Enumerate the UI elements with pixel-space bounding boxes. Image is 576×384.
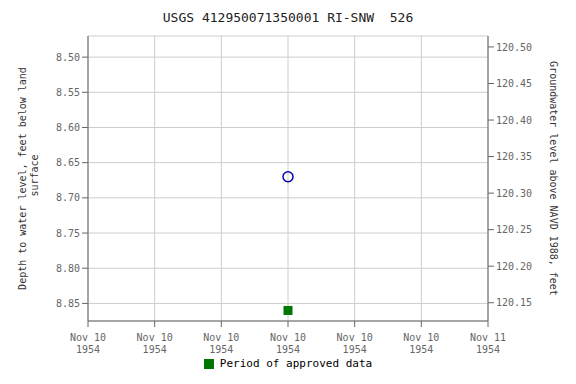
- svg-text:120.35: 120.35: [496, 151, 532, 162]
- svg-text:Groundwater level above NAVD 1: Groundwater level above NAVD 1988, feet: [548, 61, 559, 296]
- svg-text:8.60: 8.60: [56, 122, 80, 133]
- svg-text:Nov 101954: Nov 101954: [270, 332, 306, 355]
- svg-text:120.20: 120.20: [496, 261, 532, 272]
- svg-text:Depth to water level, feet bel: Depth to water level, feet below land su…: [17, 67, 40, 290]
- svg-text:120.45: 120.45: [496, 78, 532, 89]
- svg-text:8.75: 8.75: [56, 228, 80, 239]
- svg-text:120.40: 120.40: [496, 115, 532, 126]
- svg-text:120.30: 120.30: [496, 188, 532, 199]
- svg-text:120.25: 120.25: [496, 224, 532, 235]
- svg-text:Nov 101954: Nov 101954: [337, 332, 373, 355]
- html-text:Period of approved data: Period of approved data: [219, 357, 373, 370]
- svg-text:8.55: 8.55: [56, 87, 80, 98]
- svg-text:8.70: 8.70: [56, 192, 80, 203]
- svg-text:120.50: 120.50: [496, 42, 532, 53]
- svg-text:Nov 101954: Nov 101954: [403, 332, 439, 355]
- svg-text:Nov 101954: Nov 101954: [70, 332, 106, 355]
- html-text:USGS 412950071350001 RI-SNW 52: USGS 412950071350001 RI-SNW 526: [162, 10, 414, 25]
- svg-text:Nov 111954: Nov 111954: [470, 332, 506, 355]
- svg-text:8.65: 8.65: [56, 157, 80, 168]
- svg-text:Nov 101954: Nov 101954: [137, 332, 173, 355]
- svg-text:8.50: 8.50: [56, 52, 80, 63]
- svg-text:8.80: 8.80: [56, 263, 80, 274]
- svg-text:Nov 101954: Nov 101954: [203, 332, 239, 355]
- svg-text:8.85: 8.85: [56, 298, 80, 309]
- svg-text:120.15: 120.15: [496, 297, 532, 308]
